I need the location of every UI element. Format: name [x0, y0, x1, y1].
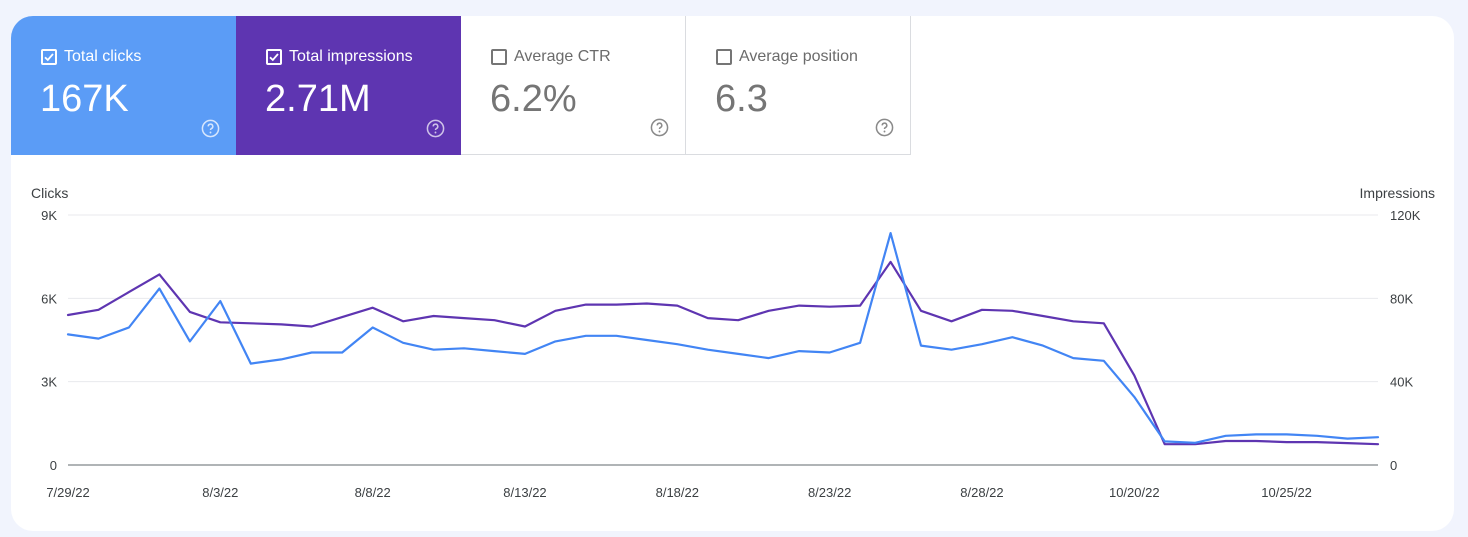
x-tick-label: 10/20/22: [1109, 485, 1160, 500]
checkbox-empty-icon[interactable]: [491, 49, 507, 65]
check-icon[interactable]: [266, 49, 282, 65]
metric-value: 6.2%: [490, 78, 577, 120]
series-lines: [66, 232, 1380, 446]
x-tick-label: 7/29/22: [46, 485, 89, 500]
y-right-tick-label: 120K: [1390, 208, 1421, 223]
x-tick-label: 10/25/22: [1261, 485, 1312, 500]
help-icon[interactable]: [201, 119, 220, 138]
help-icon[interactable]: [875, 118, 894, 137]
y-left-tick-label: 9K: [41, 208, 57, 223]
help-icon[interactable]: [426, 119, 445, 138]
metric-value: 6.3: [715, 78, 768, 120]
x-tick-label: 8/8/22: [355, 485, 391, 500]
x-tick-label: 8/28/22: [960, 485, 1003, 500]
y-axis-right-label: Impressions: [1360, 185, 1435, 201]
metric-label: Average CTR: [514, 48, 611, 65]
x-tick-label: 8/3/22: [202, 485, 238, 500]
y-left-tick-label: 6K: [41, 291, 57, 306]
gridlines: [68, 214, 1378, 466]
average-ctr-card[interactable]: Average CTR 6.2%: [461, 16, 686, 155]
x-tick-label: 8/13/22: [503, 485, 546, 500]
metric-cards: Total clicks 167K Total impressions 2.71…: [11, 16, 911, 155]
y-right-tick-label: 40K: [1390, 375, 1413, 390]
y-right-tick-label: 0: [1390, 458, 1397, 473]
checkbox-empty-icon[interactable]: [716, 49, 732, 65]
help-icon[interactable]: [650, 118, 669, 137]
performance-chart: Clicks Impressions 0 0 3K 40K 6K 80K 9K 120K 7/…: [31, 185, 1435, 500]
check-icon[interactable]: [41, 49, 57, 65]
impressions-line[interactable]: [66, 260, 1380, 446]
metric-label: Total impressions: [289, 48, 413, 65]
total-clicks-card[interactable]: Total clicks 167K: [11, 16, 236, 155]
y-left-tick-label: 0: [50, 458, 57, 473]
metric-label: Total clicks: [64, 48, 142, 65]
average-position-card[interactable]: Average position 6.3: [686, 16, 911, 155]
y-left-tick-label: 3K: [41, 375, 57, 390]
x-ticks: 7/29/22 8/3/22 8/8/22 8/13/22 8/18/22 8/23/22…: [46, 485, 1312, 500]
metric-label: Average position: [739, 48, 858, 65]
performance-panel: Total clicks 167K Total impressions 2.71…: [11, 16, 1454, 531]
y-ticks: 0 0 3K 40K 6K 80K 9K 120K: [41, 208, 1421, 473]
metric-value: 2.71M: [265, 78, 371, 120]
metric-value: 167K: [40, 78, 129, 120]
y-axis-left-label: Clicks: [31, 185, 68, 201]
x-tick-label: 8/23/22: [808, 485, 851, 500]
x-tick-label: 8/18/22: [656, 485, 699, 500]
total-impressions-card[interactable]: Total impressions 2.71M: [236, 16, 461, 155]
y-right-tick-label: 80K: [1390, 291, 1413, 306]
clicks-line[interactable]: [66, 232, 1380, 444]
